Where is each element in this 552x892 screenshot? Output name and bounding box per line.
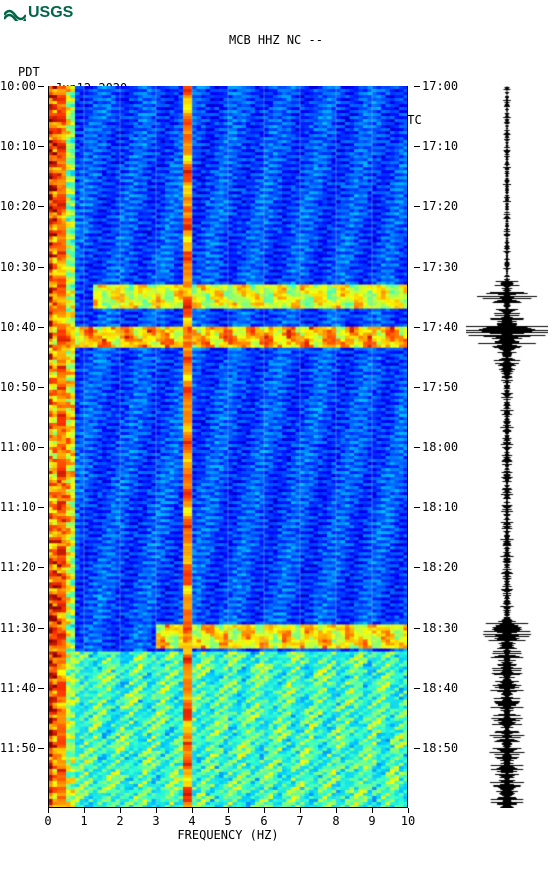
usgs-logo-text: USGS — [28, 4, 73, 22]
utc-tick: 17:10 — [422, 140, 458, 152]
spectrogram-canvas — [48, 86, 408, 808]
freq-tick: 1 — [80, 814, 87, 828]
freq-tick: 4 — [188, 814, 195, 828]
usgs-wave-icon — [4, 5, 26, 21]
freq-tick: 7 — [296, 814, 303, 828]
utc-tick: 18:00 — [422, 441, 458, 453]
pdt-tick: 10:00 — [0, 80, 36, 92]
utc-tick: 17:30 — [422, 261, 458, 273]
pdt-tick: 11:50 — [0, 742, 36, 754]
freq-tick: 8 — [332, 814, 339, 828]
utc-tick: 18:50 — [422, 742, 458, 754]
utc-tick: 18:30 — [422, 622, 458, 634]
pdt-tick: 11:00 — [0, 441, 36, 453]
x-axis-label: FREQUENCY (HZ) — [48, 828, 408, 842]
freq-tick: 9 — [368, 814, 375, 828]
utc-tick: 17:40 — [422, 321, 458, 333]
freq-tick: 10 — [401, 814, 415, 828]
pdt-tick: 10:10 — [0, 140, 36, 152]
utc-tick: 18:20 — [422, 561, 458, 573]
freq-tick: 2 — [116, 814, 123, 828]
pdt-label: PDT — [18, 64, 40, 80]
pdt-tick: 11:30 — [0, 622, 36, 634]
pdt-tick: 10:30 — [0, 261, 36, 273]
freq-tick: 6 — [260, 814, 267, 828]
pdt-tick: 11:20 — [0, 561, 36, 573]
utc-tick: 17:50 — [422, 381, 458, 393]
pdt-tick: 10:40 — [0, 321, 36, 333]
utc-tick: 17:20 — [422, 200, 458, 212]
seismogram-canvas — [466, 86, 548, 808]
pdt-tick: 10:20 — [0, 200, 36, 212]
frequency-axis: FREQUENCY (HZ) 012345678910 — [48, 808, 408, 840]
time-axis-utc: 17:0017:1017:2017:3017:4017:5018:0018:10… — [414, 86, 458, 808]
time-axis-pdt: 10:0010:1010:2010:3010:4010:5011:0011:10… — [0, 86, 44, 808]
usgs-logo: USGS — [4, 4, 73, 22]
utc-tick: 18:40 — [422, 682, 458, 694]
freq-tick: 0 — [44, 814, 51, 828]
header-line1: MCB HHZ NC -- — [0, 32, 552, 48]
utc-tick: 17:00 — [422, 80, 458, 92]
utc-tick: 18:10 — [422, 501, 458, 513]
pdt-tick: 10:50 — [0, 381, 36, 393]
freq-tick: 3 — [152, 814, 159, 828]
pdt-tick: 11:40 — [0, 682, 36, 694]
freq-tick: 5 — [224, 814, 231, 828]
pdt-tick: 11:10 — [0, 501, 36, 513]
